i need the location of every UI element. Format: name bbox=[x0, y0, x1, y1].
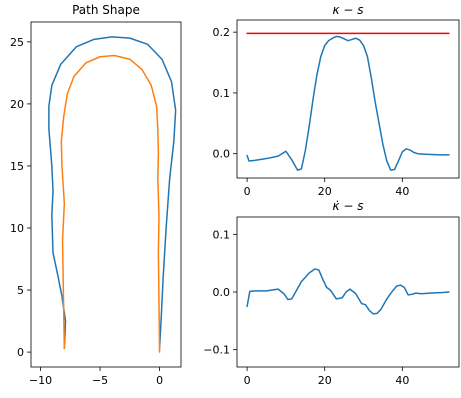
kappa-dot-plot: 0 20 40 −0.1 0.0 0.1 bbox=[203, 228, 450, 387]
path-shape-series-line-0 bbox=[48, 36, 177, 350]
path-shape-y-tick-label: 20 bbox=[10, 98, 24, 111]
kappa-frame bbox=[236, 19, 460, 179]
kappa-y-tick-label: 0.1 bbox=[213, 87, 231, 100]
path-shape-series-line-1 bbox=[60, 54, 161, 353]
kappa-dot-title: κ̇ − s bbox=[332, 199, 363, 213]
path-shape-title: Path Shape bbox=[72, 3, 140, 17]
kappa-dot-series-line-0 bbox=[246, 268, 450, 315]
kappa-plot: 0 20 40 0.0 0.1 0.2 bbox=[213, 26, 450, 198]
path-shape-plot: −10 −5 0 0 5 10 15 20 25 bbox=[10, 36, 177, 387]
path-shape-x-tick-label: −5 bbox=[92, 374, 108, 387]
kappa-series-line-0 bbox=[246, 35, 450, 171]
panel-kappa: κ − s 0 20 40 0.0 0.1 0.2 bbox=[213, 3, 460, 198]
panel-kappa-dot: κ̇ − s 0 20 40 −0.1 0.0 0.1 bbox=[203, 199, 460, 387]
kappa-dot-y-tick-label: −0.1 bbox=[203, 344, 230, 357]
path-shape-x-tick-label: −10 bbox=[29, 374, 52, 387]
kappa-title: κ − s bbox=[332, 3, 363, 17]
path-shape-y-tick-label: 15 bbox=[10, 160, 24, 173]
kappa-x-tick-label: 0 bbox=[244, 185, 251, 198]
path-shape-frame bbox=[30, 21, 182, 368]
kappa-y-tick-label: 0.0 bbox=[213, 148, 231, 161]
kappa-dot-x-tick-label: 0 bbox=[244, 374, 251, 387]
kappa-x-tick-label: 20 bbox=[318, 185, 332, 198]
path-shape-y-tick-label: 25 bbox=[10, 36, 24, 49]
kappa-dot-y-tick-label: 0.0 bbox=[213, 286, 231, 299]
kappa-dot-y-tick-label: 0.1 bbox=[213, 228, 231, 241]
panel-path-shape: Path Shape −10 −5 0 0 5 10 15 20 25 bbox=[10, 3, 182, 387]
kappa-dot-x-tick-label: 20 bbox=[318, 374, 332, 387]
kappa-y-tick-label: 0.2 bbox=[213, 26, 231, 39]
path-shape-y-tick-label: 0 bbox=[17, 346, 24, 359]
kappa-dot-frame bbox=[236, 216, 460, 368]
path-shape-x-tick-label: 0 bbox=[156, 374, 163, 387]
path-shape-y-tick-label: 5 bbox=[17, 284, 24, 297]
kappa-dot-x-tick-label: 40 bbox=[395, 374, 409, 387]
kappa-x-tick-label: 40 bbox=[395, 185, 409, 198]
path-shape-y-tick-label: 10 bbox=[10, 222, 24, 235]
